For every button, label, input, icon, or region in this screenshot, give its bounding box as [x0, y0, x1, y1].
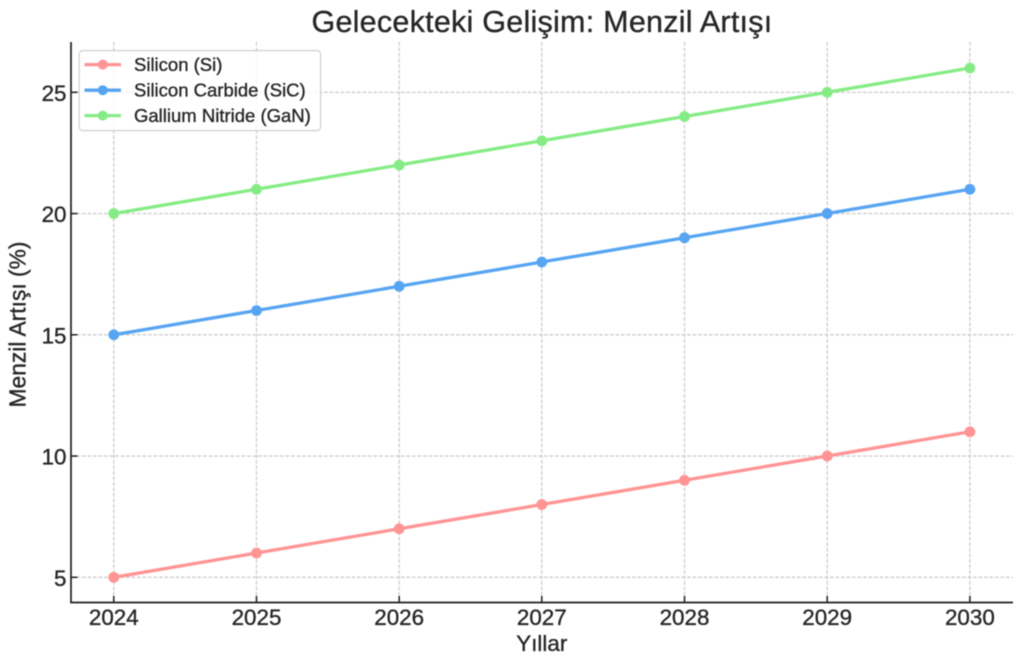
svg-text:2025: 2025 — [232, 605, 282, 630]
svg-text:Gallium Nitride (GaN): Gallium Nitride (GaN) — [134, 105, 311, 126]
svg-text:2030: 2030 — [945, 605, 995, 630]
svg-text:Gelecekteki Gelişim: Menzil Ar: Gelecekteki Gelişim: Menzil Artışı — [311, 5, 772, 39]
svg-text:20: 20 — [42, 202, 67, 227]
svg-text:Silicon (Si): Silicon (Si) — [134, 54, 222, 75]
svg-text:5: 5 — [54, 566, 66, 591]
svg-text:2026: 2026 — [374, 605, 424, 630]
svg-text:2027: 2027 — [517, 605, 567, 630]
svg-text:2029: 2029 — [802, 605, 852, 630]
svg-text:15: 15 — [42, 323, 67, 348]
svg-text:2024: 2024 — [89, 605, 139, 630]
svg-text:Menzil Artışı (%): Menzil Artışı (%) — [5, 242, 31, 408]
svg-text:10: 10 — [42, 445, 67, 470]
svg-text:Yıllar: Yıllar — [516, 631, 568, 656]
svg-text:2028: 2028 — [660, 605, 710, 630]
svg-text:25: 25 — [42, 81, 67, 106]
svg-text:Silicon Carbide (SiC): Silicon Carbide (SiC) — [134, 80, 306, 101]
